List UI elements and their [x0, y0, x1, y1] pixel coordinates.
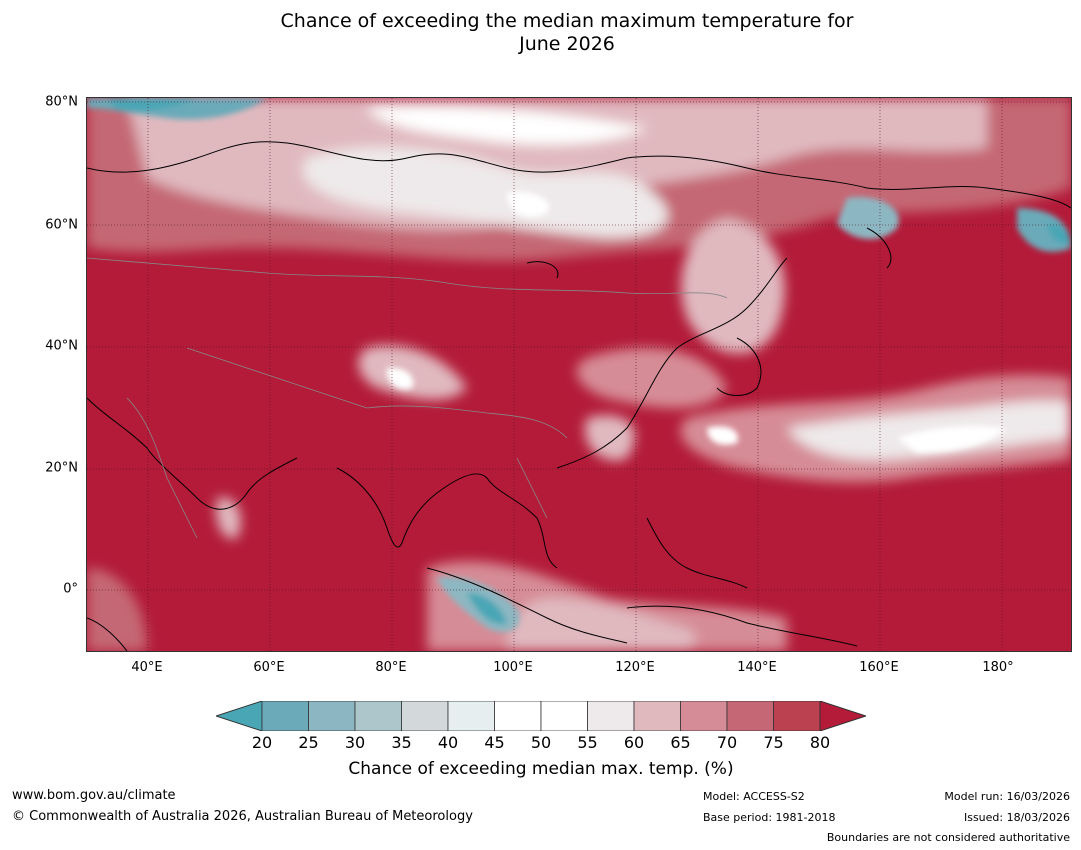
- borders: [87, 257, 728, 539]
- colorbar-over-arrow: [819, 701, 866, 731]
- forecast-map-canvas: [87, 98, 1071, 651]
- lon-label-160e: 160°E: [859, 660, 899, 675]
- base-period-text: Base period: 1981-2018: [703, 811, 836, 824]
- colorbar-under-arrow: [216, 701, 263, 731]
- lat-label-60n: 60°N: [45, 217, 78, 233]
- colorbar-segment: [401, 701, 449, 731]
- colorbar-segment: [726, 701, 774, 731]
- colorbar-tick-label: 55: [577, 733, 598, 752]
- colorbar-tick-label: 25: [298, 733, 319, 752]
- copyright-text: © Commonwealth of Australia 2026, Austra…: [12, 809, 473, 824]
- lon-label-100e: 100°E: [493, 660, 533, 675]
- lon-label-180: 180°: [982, 660, 1014, 675]
- colorbar-tick-label: 75: [763, 733, 784, 752]
- lon-label-60e: 60°E: [253, 660, 285, 675]
- colorbar-segment: [354, 701, 402, 731]
- lat-label-80n: 80°N: [45, 94, 78, 110]
- colorbar-tick-label: 35: [391, 733, 412, 752]
- model-text: Model: ACCESS-S2: [703, 790, 805, 803]
- colorbar-segment: [308, 701, 356, 731]
- colorbar-segment: [494, 701, 542, 731]
- colorbar-tick-label: 60: [623, 733, 645, 752]
- colorbar-tick-label: 65: [670, 733, 691, 752]
- colorbar-tick-label: 70: [716, 733, 738, 752]
- colorbar-tick-label: 80: [809, 733, 831, 752]
- colorbar-tick-label: 20: [251, 733, 273, 752]
- colorbar-segment: [261, 701, 309, 731]
- lon-label-80e: 80°E: [375, 660, 407, 675]
- colorbar-segment: [447, 701, 495, 731]
- lon-label-140e: 140°E: [737, 660, 777, 675]
- colorbar-label: Chance of exceeding median max. temp. (%…: [348, 759, 734, 779]
- coastlines: [87, 141, 1071, 651]
- colorbar-tick-label: 30: [344, 733, 366, 752]
- website-link[interactable]: www.bom.gov.au/climate: [12, 788, 176, 803]
- probability-field: [87, 98, 1071, 651]
- lon-label-120e: 120°E: [615, 660, 655, 675]
- map-title: Chance of exceeding the median maximum t…: [0, 10, 1081, 56]
- colorbar: [216, 701, 866, 731]
- graticule: [87, 98, 1071, 651]
- forecast-map: [86, 97, 1072, 652]
- colorbar-tick-label: 45: [484, 733, 505, 752]
- colorbar-segment: [773, 701, 821, 731]
- disclaimer-text: Boundaries are not considered authoritat…: [826, 831, 1070, 844]
- lat-label-40n: 40°N: [45, 338, 78, 354]
- colorbar-tick-label: 50: [530, 733, 552, 752]
- issued-text: Issued: 18/03/2026: [963, 811, 1070, 824]
- lat-label-0: 0°: [63, 581, 78, 597]
- map-title-line2: June 2026: [519, 33, 615, 55]
- colorbar-segment: [633, 701, 681, 731]
- map-title-line1: Chance of exceeding the median maximum t…: [280, 10, 854, 32]
- colorbar-segment: [587, 701, 635, 731]
- lat-label-20n: 20°N: [45, 460, 78, 476]
- colorbar-tick-label: 40: [437, 733, 459, 752]
- lon-label-40e: 40°E: [131, 660, 163, 675]
- model-run-text: Model run: 16/03/2026: [944, 790, 1070, 803]
- colorbar-segment: [540, 701, 588, 731]
- colorbar-segment: [680, 701, 728, 731]
